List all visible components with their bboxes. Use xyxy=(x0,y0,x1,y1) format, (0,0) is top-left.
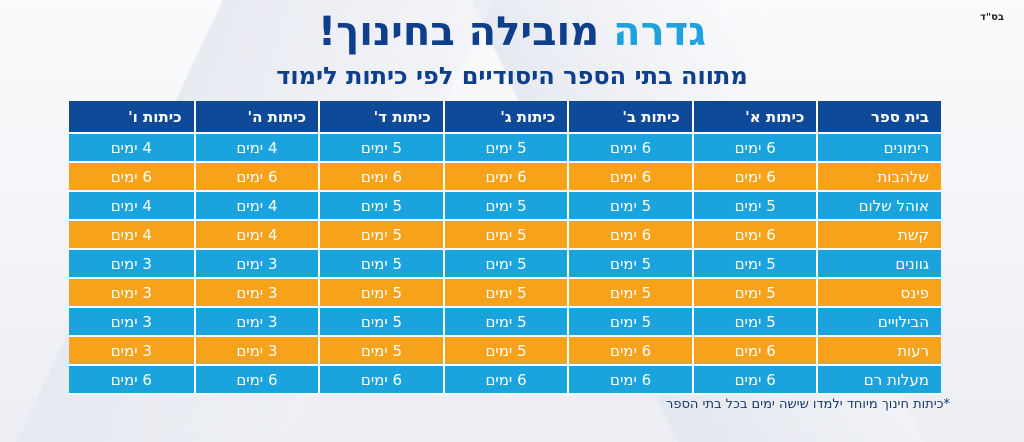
days-cell: 6 ימים xyxy=(567,134,692,163)
days-cell: 5 ימים xyxy=(442,308,568,337)
days-cell: 6 ימים xyxy=(442,163,568,192)
days-cell: 4 ימים xyxy=(193,221,319,250)
days-cell: 5 ימים xyxy=(318,192,443,221)
days-cell: 5 ימים xyxy=(691,192,817,221)
days-cell: 5 ימים xyxy=(691,308,817,337)
headline-main: מובילה בחינוך! xyxy=(317,9,600,55)
school-name-cell: רימונים xyxy=(816,134,941,163)
days-cell: 5 ימים xyxy=(318,250,443,279)
days-cell: 5 ימים xyxy=(442,221,568,250)
days-cell: 3 ימים xyxy=(69,337,194,366)
days-cell: 6 ימים xyxy=(567,337,692,366)
table-row: שלהבות 6 ימים 6 ימים 6 ימים 6 ימים 6 ימים 6 ימ… xyxy=(69,163,941,192)
table-row: רעות 6 ימים 6 ימים 5 ימים 5 ימים 3 ימים 3 ימים xyxy=(69,337,941,366)
days-cell: 3 ימים xyxy=(193,337,319,366)
table-row: הבילויים 5 ימים 5 ימים 5 ימים 5 ימים 3 ימים 3 … xyxy=(69,308,941,337)
days-cell: 6 ימים xyxy=(567,366,692,395)
days-cell: 4 ימים xyxy=(69,221,194,250)
header-cell: כיתות ה' xyxy=(193,101,319,134)
days-cell: 6 ימים xyxy=(691,163,817,192)
table-row: קשת 6 ימים 6 ימים 5 ימים 5 ימים 4 ימים 4 ימים xyxy=(69,221,941,250)
header-cell: בית ספר xyxy=(816,101,941,134)
days-cell: 6 ימים xyxy=(193,163,319,192)
header-cell: כיתות א' xyxy=(691,101,817,134)
days-cell: 6 ימים xyxy=(318,366,443,395)
table-row: רימונים 6 ימים 6 ימים 5 ימים 5 ימים 4 ימים 4 י… xyxy=(69,134,941,163)
days-cell: 4 ימים xyxy=(69,134,194,163)
days-cell: 5 ימים xyxy=(318,134,443,163)
days-cell: 3 ימים xyxy=(193,279,319,308)
days-cell: 3 ימים xyxy=(193,308,319,337)
table-row: אוהל שלום 5 ימים 5 ימים 5 ימים 5 ימים 4 ימים 4… xyxy=(69,192,941,221)
school-name-cell: גוונים xyxy=(816,250,941,279)
days-cell: 5 ימים xyxy=(442,250,568,279)
days-cell: 5 ימים xyxy=(318,337,443,366)
days-cell: 5 ימים xyxy=(691,279,817,308)
days-cell: 4 ימים xyxy=(193,134,319,163)
school-name-cell: אוהל שלום xyxy=(816,192,941,221)
days-cell: 3 ימים xyxy=(69,250,194,279)
days-cell: 6 ימים xyxy=(691,134,817,163)
days-cell: 6 ימים xyxy=(69,366,194,395)
days-cell: 6 ימים xyxy=(318,163,443,192)
school-name-cell: מעלות רם xyxy=(816,366,941,395)
school-name-cell: פינס xyxy=(816,279,941,308)
days-cell: 5 ימים xyxy=(567,279,692,308)
days-cell: 5 ימים xyxy=(691,250,817,279)
days-cell: 5 ימים xyxy=(567,192,692,221)
days-cell: 3 ימים xyxy=(69,308,194,337)
schedule-table: בית ספר כיתות א' כיתות ב' כיתות ג' כיתות… xyxy=(69,101,941,395)
days-cell: 6 ימים xyxy=(691,366,817,395)
days-cell: 6 ימים xyxy=(442,366,568,395)
days-cell: 4 ימים xyxy=(69,192,194,221)
school-name-cell: קשת xyxy=(816,221,941,250)
subtitle: מתווה בתי הספר היסודיים לפי כיתות לימוד xyxy=(276,62,748,90)
days-cell: 6 ימים xyxy=(567,221,692,250)
header-cell: כיתות ב' xyxy=(567,101,692,134)
days-cell: 5 ימים xyxy=(567,250,692,279)
headline-accent: גדרה xyxy=(613,9,707,55)
header-cell: כיתות ג' xyxy=(442,101,568,134)
days-cell: 5 ימים xyxy=(442,279,568,308)
school-name-cell: שלהבות xyxy=(816,163,941,192)
table-body: רימונים 6 ימים 6 ימים 5 ימים 5 ימים 4 ימים 4 י… xyxy=(69,134,941,395)
corner-note: בס"ד xyxy=(980,12,1004,23)
days-cell: 6 ימים xyxy=(193,366,319,395)
days-cell: 5 ימים xyxy=(567,308,692,337)
days-cell: 6 ימים xyxy=(691,221,817,250)
school-name-cell: הבילויים xyxy=(816,308,941,337)
table-row: פינס 5 ימים 5 ימים 5 ימים 5 ימים 3 ימים 3 ימים xyxy=(69,279,941,308)
days-cell: 5 ימים xyxy=(442,134,568,163)
header-cell: כיתות ו' xyxy=(69,101,194,134)
days-cell: 5 ימים xyxy=(442,192,568,221)
days-cell: 6 ימים xyxy=(69,163,194,192)
schedule-table-wrap: בית ספר כיתות א' כיתות ב' כיתות ג' כיתות… xyxy=(69,101,941,395)
days-cell: 6 ימים xyxy=(691,337,817,366)
days-cell: 5 ימים xyxy=(318,308,443,337)
header-cell: כיתות ד' xyxy=(318,101,443,134)
headline: גדרה מובילה בחינוך! xyxy=(0,6,1024,58)
footnote: *כיתות חינוך מיוחד ילמדו שישה ימים בכל ב… xyxy=(666,397,950,412)
days-cell: 4 ימים xyxy=(193,192,319,221)
table-row: גוונים 5 ימים 5 ימים 5 ימים 5 ימים 3 ימים 3 ימ… xyxy=(69,250,941,279)
days-cell: 3 ימים xyxy=(193,250,319,279)
school-name-cell: רעות xyxy=(816,337,941,366)
table-row: מעלות רם 6 ימים 6 ימים 6 ימים 6 ימים 6 ימים 6 … xyxy=(69,366,941,395)
days-cell: 5 ימים xyxy=(318,279,443,308)
days-cell: 5 ימים xyxy=(442,337,568,366)
table-header-row: בית ספר כיתות א' כיתות ב' כיתות ג' כיתות… xyxy=(69,101,941,134)
days-cell: 5 ימים xyxy=(318,221,443,250)
days-cell: 3 ימים xyxy=(69,279,194,308)
days-cell: 6 ימים xyxy=(567,163,692,192)
